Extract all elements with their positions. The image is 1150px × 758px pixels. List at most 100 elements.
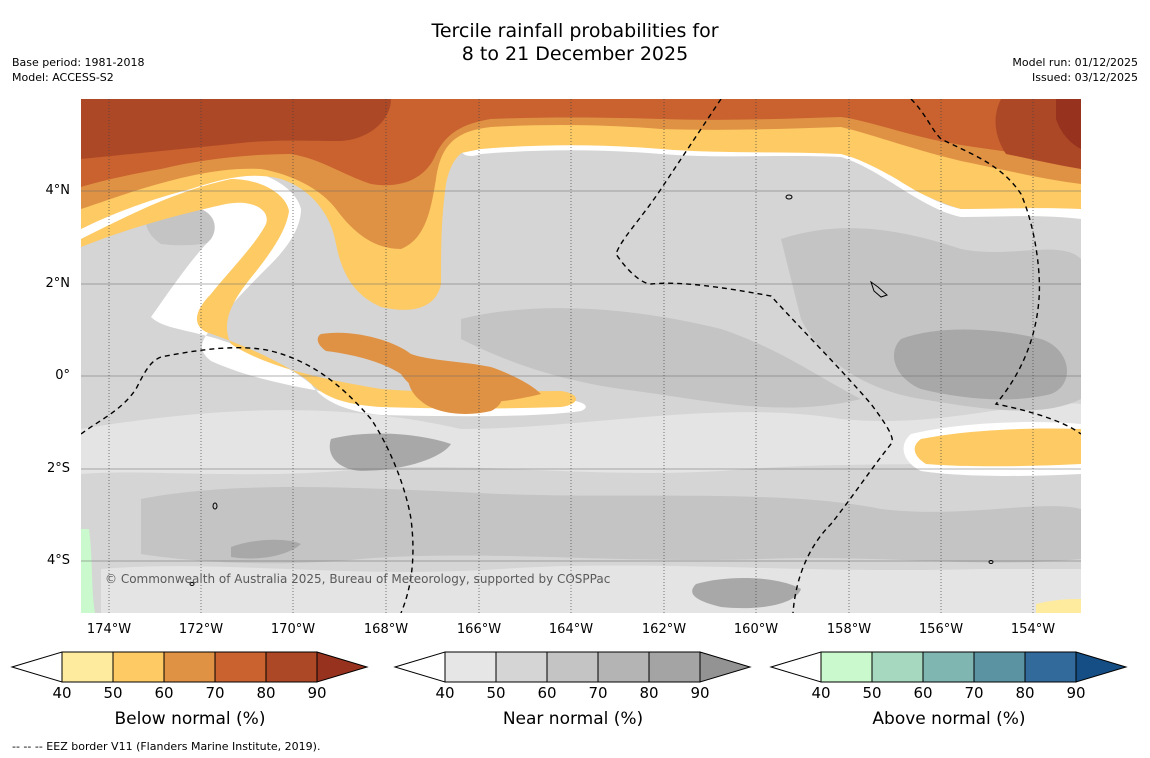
colorbar-below-swatch-1 — [61, 651, 114, 683]
below-normal-40-north-east — [460, 138, 1081, 219]
eez-footnote: -- -- -- EEZ border V11 (Flanders Marine… — [12, 740, 321, 753]
near-normal-60-patch-b — [329, 433, 451, 471]
lon-label-162w: 162°W — [641, 622, 687, 637]
near-normal-50-central — [461, 308, 861, 408]
island-c — [212, 502, 218, 510]
cb-below-tick-90: 90 — [307, 684, 327, 702]
colorbar-below-normal — [10, 651, 369, 683]
below-normal-80 — [81, 99, 391, 159]
cb-below-tick-40: 40 — [52, 684, 72, 702]
probability-map — [81, 99, 1081, 613]
cb-near-tick-80: 80 — [639, 684, 659, 702]
colorbar-near-swatch-4 — [597, 651, 650, 683]
colorbar-near-swatch-5 — [648, 651, 701, 683]
cb-above-tick-70: 70 — [964, 684, 984, 702]
below-normal-90-east — [1056, 99, 1081, 149]
eez-west — [81, 346, 414, 613]
cb-above-tick-80: 80 — [1015, 684, 1035, 702]
colorbar-above-swatch-2 — [871, 651, 924, 683]
cb-near-tick-90: 90 — [690, 684, 710, 702]
island-b — [870, 280, 888, 298]
near-normal-60-patch-a — [893, 329, 1068, 400]
cb-near-tick-70: 70 — [588, 684, 608, 702]
colorbar-below-swatch-6 — [316, 651, 369, 683]
cb-above-tick-90: 90 — [1066, 684, 1086, 702]
colorbar-near-normal — [393, 651, 752, 683]
lat-label-4s: 4°S — [46, 553, 70, 568]
cb-above-label: Above normal (%) — [872, 709, 1026, 729]
map-copyright: © Commonwealth of Australia 2025, Bureau… — [105, 572, 611, 586]
lon-label-164w: 164°W — [548, 622, 594, 637]
cb-near-tick-60: 60 — [537, 684, 557, 702]
lon-label-172w: 172°W — [178, 622, 224, 637]
cb-below-tick-60: 60 — [154, 684, 174, 702]
island-d — [189, 582, 195, 586]
lat-label-4n: 4°N — [45, 183, 71, 198]
colorbar-near-swatch-2 — [495, 651, 548, 683]
colorbar-near-swatch-6 — [699, 651, 752, 683]
lon-label-160w: 160°W — [733, 622, 779, 637]
lon-label-156w: 156°W — [918, 622, 964, 637]
colorbars — [10, 651, 1128, 683]
lon-label-166w: 166°W — [456, 622, 502, 637]
colorbar-above-swatch-5 — [1024, 651, 1077, 683]
cb-below-tick-80: 80 — [256, 684, 276, 702]
cb-near-label: Near normal (%) — [502, 709, 644, 729]
map-title: Tercile rainfall probabilities for 8 to … — [0, 20, 1150, 66]
title-line-2: 8 to 21 December 2025 — [461, 43, 689, 65]
below-normal-50-south-east — [914, 428, 1081, 467]
below-normal-70-tongue — [408, 364, 503, 414]
lon-label-154w: 154°W — [1010, 622, 1056, 637]
cb-above-tick-50: 50 — [862, 684, 882, 702]
colorbar-above-swatch-1 — [820, 651, 873, 683]
colorbar-below-swatch-3 — [163, 651, 216, 683]
cb-near-tick-40: 40 — [435, 684, 455, 702]
lon-label-170w: 170°W — [270, 622, 316, 637]
meta-left: Base period: 1981-2018 Model: ACCESS-S2 — [12, 55, 144, 85]
near-normal-light-band-far-south — [101, 565, 1081, 613]
below-normal-south-corner — [1036, 599, 1081, 613]
lat-label-2s: 2°S — [46, 461, 70, 476]
colorbar-above-swatch-4 — [973, 651, 1026, 683]
cb-below-label: Below normal (%) — [114, 709, 266, 729]
colorbar-below-swatch-5 — [265, 651, 318, 683]
lon-label-158w: 158°W — [826, 622, 872, 637]
colorbar-below-swatch-4 — [214, 651, 267, 683]
islands — [189, 194, 994, 586]
model-run: Model run: 01/12/2025 — [1012, 56, 1138, 69]
cb-above-tick-40: 40 — [811, 684, 831, 702]
eez-central — [615, 99, 893, 613]
issued-date: Issued: 03/12/2025 — [1031, 71, 1138, 84]
lon-label-168w: 168°W — [363, 622, 409, 637]
lat-label-0: 0° — [55, 368, 70, 383]
meta-right: Model run: 01/12/2025 Issued: 03/12/2025 — [1012, 55, 1138, 85]
cb-above-tick-60: 60 — [913, 684, 933, 702]
colorbar-near-swatch-0 — [393, 651, 446, 683]
cb-below-tick-70: 70 — [205, 684, 225, 702]
eez-borders — [81, 99, 1081, 613]
below-normal-40-north — [81, 169, 586, 417]
colorbar-below-swatch-2 — [112, 651, 165, 683]
eez-east — [910, 99, 1081, 435]
near-normal-60-patch-d — [231, 539, 301, 559]
colorbar-near-swatch-1 — [444, 651, 497, 683]
island-e — [988, 560, 994, 564]
above-normal-sliver — [81, 529, 95, 613]
near-normal-50-south — [141, 487, 1081, 564]
island-a — [785, 194, 793, 200]
cb-near-tick-50: 50 — [486, 684, 506, 702]
grid — [81, 190, 1081, 562]
title-line-1: Tercile rainfall probabilities for — [431, 20, 719, 42]
colorbar-above-swatch-6 — [1075, 651, 1128, 683]
colorbar-below-swatch-0 — [10, 651, 63, 683]
model-name: Model: ACCESS-S2 — [12, 71, 114, 84]
colorbar-near-swatch-3 — [546, 651, 599, 683]
near-normal-light-band-south — [81, 403, 1081, 475]
lon-label-174w: 174°W — [86, 622, 132, 637]
base-period: Base period: 1981-2018 — [12, 56, 145, 69]
colorbar-above-normal — [769, 651, 1128, 683]
colorbar-above-swatch-0 — [769, 651, 822, 683]
lat-label-2n: 2°N — [45, 276, 71, 291]
map-canvas — [81, 99, 1081, 613]
colorbar-above-swatch-3 — [922, 651, 975, 683]
